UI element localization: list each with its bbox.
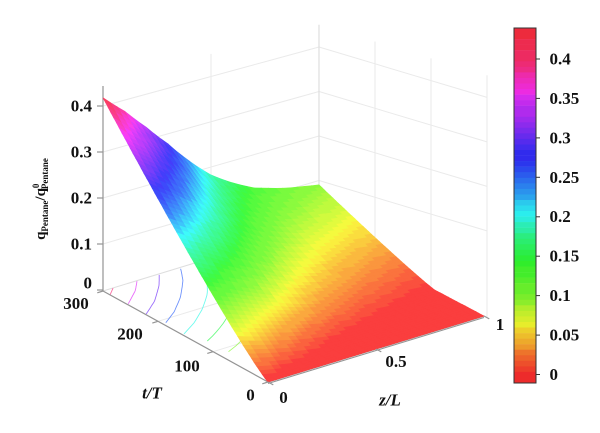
- svg-text:0.15: 0.15: [550, 247, 580, 266]
- svg-text:0.4: 0.4: [71, 97, 93, 116]
- svg-text:0: 0: [550, 365, 559, 384]
- svg-text:0.1: 0.1: [71, 235, 92, 254]
- svg-text:0.4: 0.4: [550, 50, 572, 69]
- svg-text:0.5: 0.5: [385, 352, 406, 371]
- svg-text:0.3: 0.3: [71, 143, 92, 162]
- svg-text:0.05: 0.05: [550, 326, 580, 345]
- svg-text:0.2: 0.2: [550, 207, 571, 226]
- svg-text:200: 200: [117, 325, 143, 344]
- svg-text:300: 300: [63, 294, 89, 313]
- svg-text:0.3: 0.3: [550, 128, 571, 147]
- svg-text:z/L: z/L: [378, 391, 401, 410]
- svg-text:0.25: 0.25: [550, 168, 580, 187]
- svg-text:0: 0: [246, 386, 255, 405]
- svg-text:0: 0: [84, 274, 93, 293]
- svg-text:0.35: 0.35: [550, 89, 580, 108]
- svg-text:0.1: 0.1: [550, 286, 571, 305]
- svg-text:100: 100: [174, 357, 200, 376]
- svg-text:t/T: t/T: [142, 384, 162, 403]
- svg-text:1: 1: [496, 315, 505, 334]
- svg-text:qPentane/q0Pentane: qPentane/q0Pentane: [31, 158, 50, 240]
- svg-text:0.2: 0.2: [71, 189, 92, 208]
- svg-text:0: 0: [279, 388, 288, 407]
